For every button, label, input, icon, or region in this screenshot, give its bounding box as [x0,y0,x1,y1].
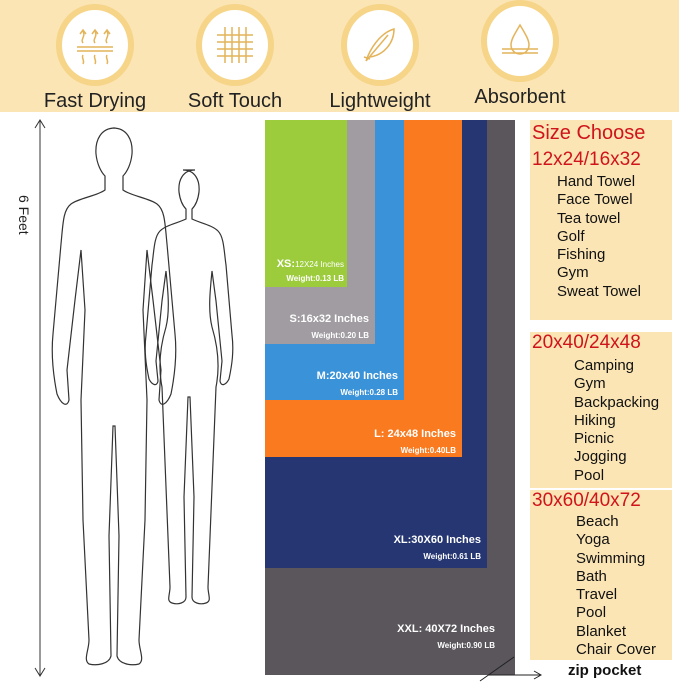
towel-size: XL:30X60 Inches [393,534,481,546]
towel-weight: Weight:0.20 LB [311,331,369,340]
use-item: Chair Cover [576,641,657,659]
use-item: Face Towel [557,191,633,209]
mesh-fabric-icon [217,27,253,63]
feature-absorbent: Absorbent [450,0,590,109]
zip-pocket-label: zip pocket [568,662,642,679]
use-item: Pool [576,604,607,622]
group-heading: 20x40/24x48 [532,332,641,353]
use-item: Bath [576,567,607,585]
feature-label: Fast Drying [43,90,147,112]
towel-xs: XS:12X24 Inches Weight:0.13 LB [265,120,347,287]
use-item: Travel [576,586,618,604]
towel-size: 12X24 Inches [295,260,344,269]
use-item: Gym [557,264,589,282]
use-item: Camping [574,357,635,374]
towel-size: M:20x40 Inches [316,370,398,382]
feature-soft-touch: Soft Touch [165,4,305,113]
height-label: 6 Feet [16,195,32,235]
features-band: Fast Drying Soft Touch Lightweight Absor… [0,0,679,112]
use-item: Gym [574,375,606,393]
human-figures-illustration [51,127,234,666]
size-group-small: Size Choose 12x24/16x32 Hand Towel Face … [530,120,672,320]
male-figure [51,127,177,666]
use-item: Jogging [574,448,627,466]
use-item: Pool [574,466,605,484]
height-arrow [34,119,46,677]
group-heading: 12x24/16x32 [532,149,641,170]
use-item: Hand Towel [557,173,636,190]
towel-size: L: 24x48 Inches [374,428,456,440]
feature-fast-drying: Fast Drying [25,4,165,113]
use-item: Hiking [574,411,616,429]
towel-weight: Weight:0.13 LB [286,274,344,283]
feature-label: Lightweight [329,90,431,112]
zip-pocket-pointer-arrow [479,656,543,682]
towel-weight: Weight:0.90 LB [437,641,495,650]
use-item: Fishing [557,246,606,264]
towel-size: S:16x32 Inches [289,313,370,325]
use-item: Swimming [576,549,646,567]
use-item: Golf [557,227,585,245]
towel-size-prefix: XS: [276,258,296,270]
towel-weight: Weight:0.28 LB [340,388,398,397]
feature-lightweight: Lightweight [310,4,450,113]
use-item: Beach [576,513,619,530]
size-choose-title: Size Choose [532,122,646,144]
use-item: Backpacking [574,393,660,411]
towel-size: XXL: 40X72 Inches [397,623,495,635]
female-figure [144,169,234,605]
towel-weight: Weight:0.40LB [400,446,456,455]
water-drop-icon [502,23,538,55]
use-item: Tea towel [557,209,621,227]
towel-weight: Weight:0.61 LB [423,552,481,561]
heat-waves-icon [77,28,113,65]
size-group-medium: 20x40/24x48 Camping Gym Backpacking Hiki… [530,332,672,488]
group-heading: 30x60/40x72 [532,490,641,511]
size-group-large: 30x60/40x72 Beach Yoga Swimming Bath Tra… [530,490,672,660]
use-item: Picnic [574,430,615,448]
feature-label: Absorbent [474,86,566,108]
use-item: Sweat Towel [557,282,641,300]
use-item: Blanket [576,622,627,640]
feather-icon [363,28,395,62]
use-item: Yoga [576,531,610,549]
feature-label: Soft Touch [187,90,283,112]
